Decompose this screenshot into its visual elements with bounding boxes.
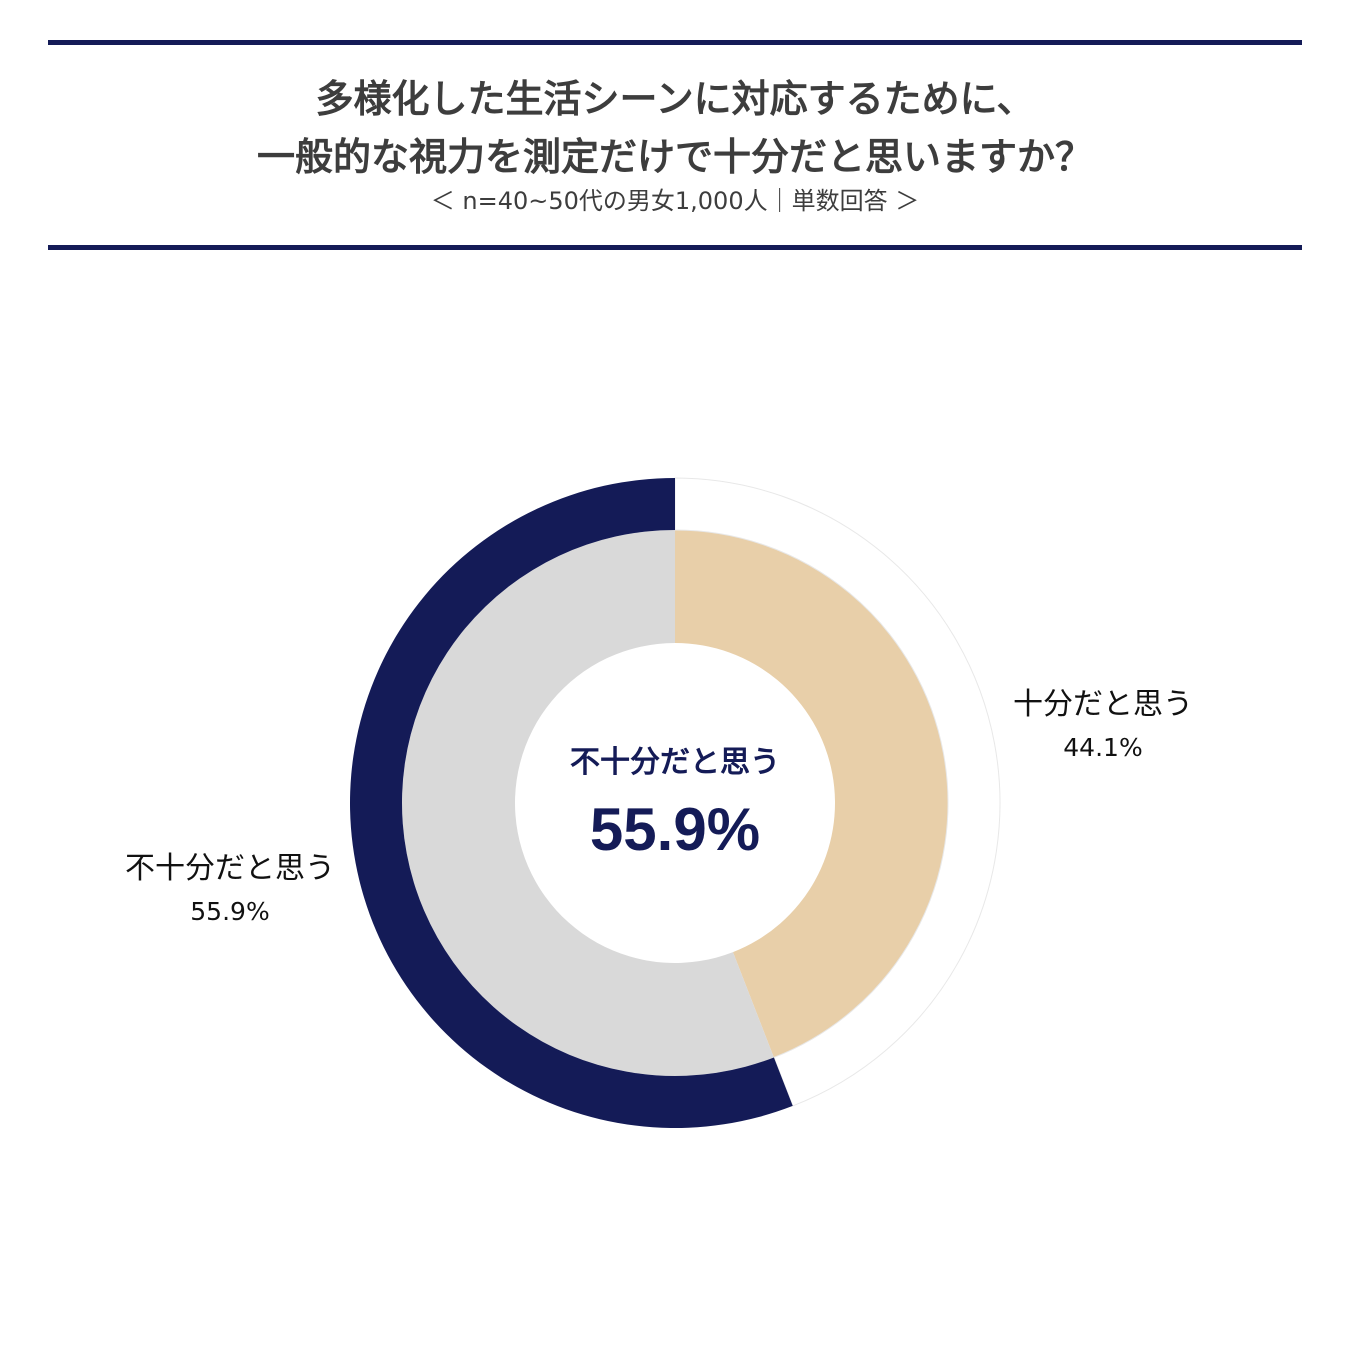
top-rule xyxy=(48,40,1302,45)
chart-title-line-1: 多様化した生活シーンに対応するために、 xyxy=(315,77,1035,121)
slice-value-not-enough: 55.9% xyxy=(190,897,269,926)
donut-slice-enough xyxy=(675,530,948,1058)
bottom-rule xyxy=(48,245,1302,250)
chart-subtitle: ＜ n=40~50代の男女1,000人｜単数回答 ＞ xyxy=(430,187,920,215)
center-label: 不十分だと思う xyxy=(570,745,780,780)
slice-label-not-enough: 不十分だと思う xyxy=(125,851,335,886)
chart-title-line-2: 一般的な視力を測定だけで十分だと思いますか？ xyxy=(256,135,1093,179)
slice-label-enough: 十分だと思う xyxy=(1013,687,1193,722)
donut-slice-not-enough xyxy=(402,530,774,1076)
outer-ring-enough xyxy=(674,477,1001,1107)
center-value: 55.9% xyxy=(590,796,760,863)
slice-value-enough: 44.1% xyxy=(1063,733,1142,762)
